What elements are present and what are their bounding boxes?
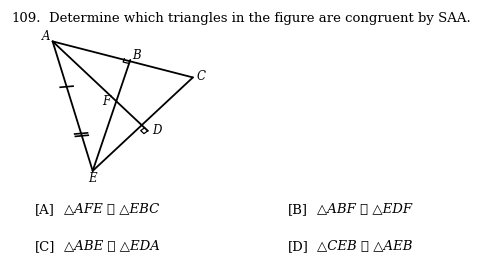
Text: [D]: [D] [288,240,309,253]
Text: △AFE ≅ △EBC: △AFE ≅ △EBC [64,203,159,216]
Text: E: E [88,172,97,185]
Text: △ABF ≅ △EDF: △ABF ≅ △EDF [317,203,412,216]
Text: △ABE ≅ △EDA: △ABE ≅ △EDA [64,240,160,253]
Text: [C]: [C] [35,240,56,253]
Text: F: F [102,95,110,108]
Text: Determine which triangles in the figure are congruent by SAA.: Determine which triangles in the figure … [49,12,470,25]
Text: C: C [196,70,205,83]
Text: B: B [132,49,141,62]
Text: D: D [152,124,161,137]
Text: 109.: 109. [11,12,41,25]
Text: A: A [42,30,50,43]
Text: △CEB ≅ △AEB: △CEB ≅ △AEB [317,240,413,253]
Text: [B]: [B] [288,203,308,216]
Text: [A]: [A] [35,203,55,216]
